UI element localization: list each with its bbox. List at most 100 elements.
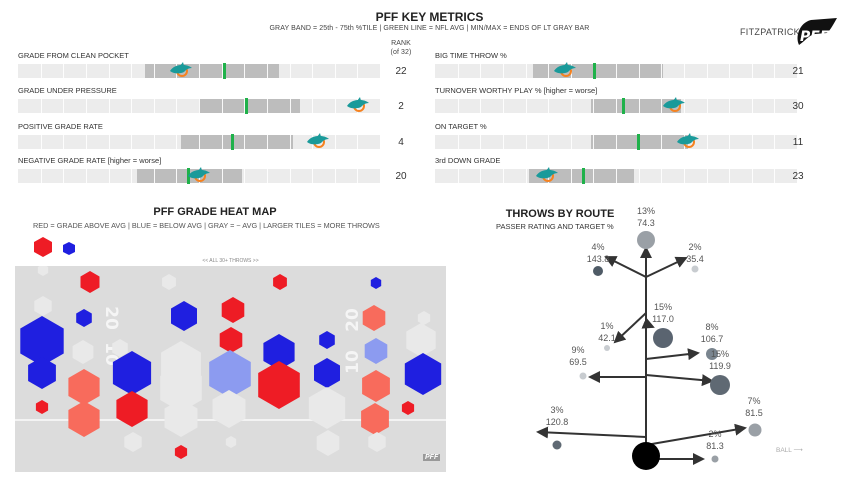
route-node (552, 440, 562, 450)
bar-divider (153, 99, 155, 113)
metric-rank: 11 (792, 137, 804, 148)
bar-divider (751, 99, 753, 113)
player-name: FITZPATRICK (740, 27, 800, 37)
bar-divider (774, 64, 776, 78)
heatmap-field: << ALL 30+ THROWS >> 20 10 20 10 PFF (15, 258, 446, 472)
route-line (641, 317, 655, 329)
heat-tile (68, 401, 100, 437)
metric-label: 3rd DOWN GRADE (435, 156, 501, 165)
bar-divider (729, 64, 731, 78)
bar-divider (176, 169, 178, 183)
route-target-pct: 9% (571, 345, 584, 355)
bar-divider (683, 64, 685, 78)
bar-divider (108, 135, 110, 149)
route-passer-rating: 42.1 (598, 333, 616, 343)
heat-tile (362, 305, 386, 331)
bar-divider (221, 169, 223, 183)
bar-divider (661, 135, 663, 149)
heatmap-legend (34, 237, 75, 257)
bar-divider (480, 99, 482, 113)
route-target-pct: 13% (637, 206, 655, 216)
bar-divider (683, 169, 685, 183)
ball-origin (632, 442, 660, 470)
heatmap-tiles (20, 266, 442, 459)
bar-divider (63, 169, 65, 183)
route-node (748, 423, 762, 437)
bar-divider (312, 169, 314, 183)
page-title: PFF KEY METRICS (375, 10, 484, 24)
bar-divider (289, 169, 291, 183)
route-passer-rating: 81.3 (706, 441, 724, 451)
metric-bar (18, 133, 380, 150)
bar-divider (480, 135, 482, 149)
heat-tile (263, 334, 295, 370)
heat-tile (368, 432, 386, 452)
metric-bar (435, 62, 797, 79)
legend-blue-hex (63, 242, 75, 255)
heat-tile (406, 323, 436, 357)
heat-tile (35, 400, 49, 414)
bar-divider (502, 64, 504, 78)
route-target-pct: 15% (654, 302, 672, 312)
heat-tile (258, 361, 300, 409)
heat-tile (112, 351, 152, 395)
route-passer-rating: 69.5 (569, 357, 587, 367)
route-node (711, 455, 719, 463)
metric-bar (435, 167, 797, 184)
field-note: << ALL 30+ THROWS >> (202, 258, 259, 264)
bar-divider (616, 99, 617, 113)
bar-divider (244, 135, 246, 149)
route-line (645, 423, 747, 446)
route-node (706, 348, 718, 360)
heat-tile (28, 357, 56, 389)
heat-tile (314, 358, 340, 388)
bar-divider (457, 169, 459, 183)
bar-divider (131, 135, 133, 149)
bar-divider (706, 64, 708, 78)
rank-header: RANK (391, 40, 411, 47)
heat-tile (162, 274, 176, 290)
route-passer-rating: 119.9 (709, 361, 731, 371)
bar-divider (548, 135, 550, 149)
percentile-band (590, 99, 682, 113)
dolphins-logo-icon (169, 62, 192, 77)
field-pff-logo: PFF (423, 454, 441, 461)
bar-divider (774, 169, 776, 183)
metric-label: NEGATIVE GRADE RATE [higher = worse] (18, 156, 162, 165)
nfl-avg-line (230, 134, 234, 150)
bar-divider (502, 99, 504, 113)
dolphins-logo-icon (307, 133, 330, 148)
bar-divider (312, 99, 314, 113)
route-title: THROWS BY ROUTE (505, 208, 615, 220)
bar-divider (199, 99, 200, 113)
dolphins-logo-icon (677, 133, 700, 148)
heat-tile (171, 301, 197, 331)
heat-tile (225, 436, 237, 448)
heat-tile (221, 297, 245, 323)
bar-divider (40, 64, 42, 78)
heatmap-legend-text: RED = GRADE ABOVE AVG | BLUE = BELOW AVG… (33, 221, 380, 230)
heat-tile (37, 266, 49, 276)
heat-tile (124, 432, 142, 452)
route-line (645, 374, 714, 387)
bar-divider (108, 99, 110, 113)
dolphins-logo-icon (554, 62, 577, 77)
route-line (645, 256, 688, 278)
bar-divider (525, 99, 527, 113)
route-passer-rating: 35.4 (686, 254, 704, 264)
route-passer-rating: 120.8 (546, 417, 569, 427)
bar-divider (40, 99, 42, 113)
heat-tile (20, 316, 64, 366)
bar-divider (357, 64, 359, 78)
heat-tile (112, 339, 128, 357)
bar-divider (729, 135, 731, 149)
bar-divider (502, 135, 504, 149)
bar-divider (85, 99, 87, 113)
bar-divider (334, 99, 336, 113)
bar-divider (199, 135, 200, 149)
bar-divider (661, 99, 663, 113)
bar-divider (593, 135, 595, 149)
route-passer-rating: 81.5 (745, 408, 763, 418)
route-line (613, 312, 647, 344)
metric-label: ON TARGET % (435, 122, 487, 131)
